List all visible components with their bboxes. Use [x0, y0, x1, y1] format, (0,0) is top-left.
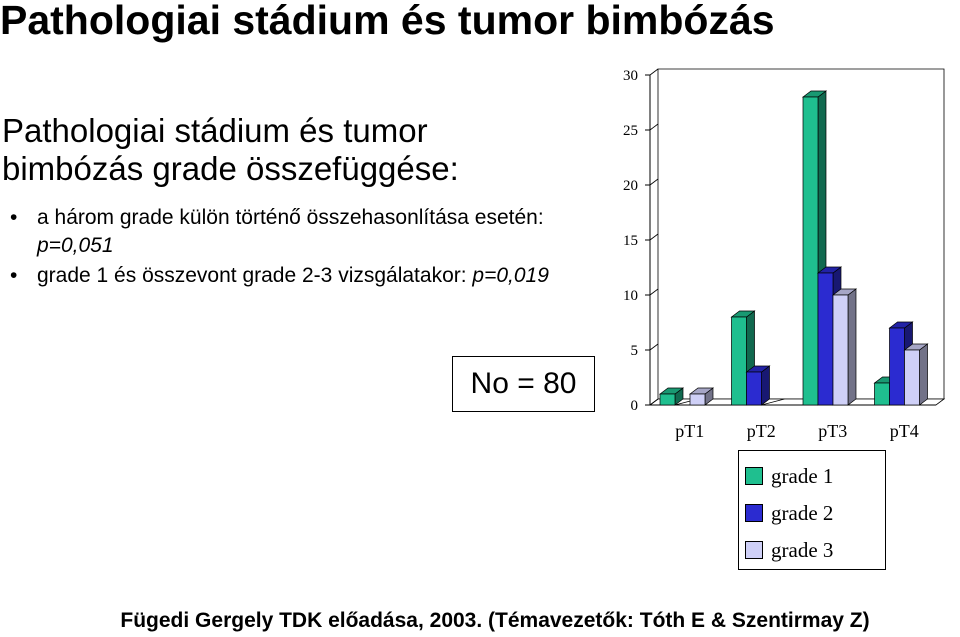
y-tick-depth [649, 178, 659, 186]
sample-size-box: No = 80 [452, 356, 595, 412]
y-tick-depth [649, 68, 659, 76]
y-tick-depth [649, 398, 659, 406]
legend-item-grade-1: grade 1 [745, 461, 833, 491]
x-category-label-pT4: pT4 [890, 421, 919, 441]
y-tick-label-10: 10 [623, 288, 638, 304]
legend-item-grade-3: grade 3 [745, 535, 833, 565]
legend-item-grade-2: grade 2 [745, 498, 833, 528]
y-tick-label-30: 30 [623, 68, 638, 84]
y-tick-label-0: 0 [631, 398, 639, 414]
legend-label-grade-2: grade 2 [771, 500, 834, 525]
bar-pT1-grade-1 [658, 387, 685, 406]
bullet-2-text: grade 1 és összevont grade 2-3 vizsgálat… [37, 264, 473, 287]
bar-pT1-grade-3 [688, 387, 715, 406]
legend-swatch-grade-2 [745, 504, 763, 522]
bullet-list: a három grade külön történő összehasonlí… [10, 204, 610, 292]
legend-label-grade-3: grade 3 [771, 537, 834, 562]
y-tick-label-20: 20 [623, 178, 638, 194]
x-category-label-pT3: pT3 [818, 421, 847, 441]
section-heading-line1: Pathologiai stádium és tumor [2, 112, 428, 149]
y-tick-label-25: 25 [623, 123, 638, 139]
y-tick-depth [649, 343, 659, 351]
bullet-item-2: grade 1 és összevont grade 2-3 vizsgálat… [10, 262, 610, 290]
footer-credit: Fügedi Gergely TDK előadása, 2003. (Téma… [120, 609, 870, 632]
bullet-item-1: a három grade külön történő összehasonlí… [10, 204, 610, 260]
bar-chart: 0 5 10 15 20 25 30 pT1 pT2 pT3 pT4 [623, 68, 946, 441]
y-tick-depth [649, 123, 659, 131]
y-tick-label-5: 5 [631, 343, 639, 359]
bullet-1-p-value: p=0,051 [37, 234, 114, 257]
y-tick-depth [649, 233, 659, 241]
bullet-2-p-value: p=0,019 [472, 264, 549, 287]
chart-frame [645, 68, 946, 406]
y-tick-depth [649, 288, 659, 296]
legend-swatch-grade-1 [745, 467, 763, 485]
chart-legend: grade 1 grade 2 grade 3 [738, 450, 886, 570]
section-heading: Pathologiai stádium és tumor bimbózás gr… [2, 112, 602, 188]
chart-bars [658, 90, 929, 406]
section-heading-line2: bimbózás grade összefüggése: [2, 150, 459, 187]
x-category-label-pT1: pT1 [675, 421, 704, 441]
x-category-label-pT2: pT2 [747, 421, 776, 441]
bullet-1-text: a három grade külön történő összehasonlí… [37, 206, 544, 229]
bar-pT2-grade-3 [761, 398, 785, 406]
bar-pT2-grade-2 [745, 365, 771, 406]
legend-label-grade-1: grade 1 [771, 463, 834, 488]
chart-labels: 0 5 10 15 20 25 30 pT1 pT2 pT3 pT4 [623, 68, 919, 441]
bar-pT4-grade-3 [903, 343, 929, 406]
y-tick-label-15: 15 [623, 233, 638, 249]
slide-title: Pathologiai stádium és tumor bimbózás [0, 0, 775, 43]
legend-swatch-grade-3 [745, 541, 763, 559]
bar-pT3-grade-3 [831, 288, 858, 406]
